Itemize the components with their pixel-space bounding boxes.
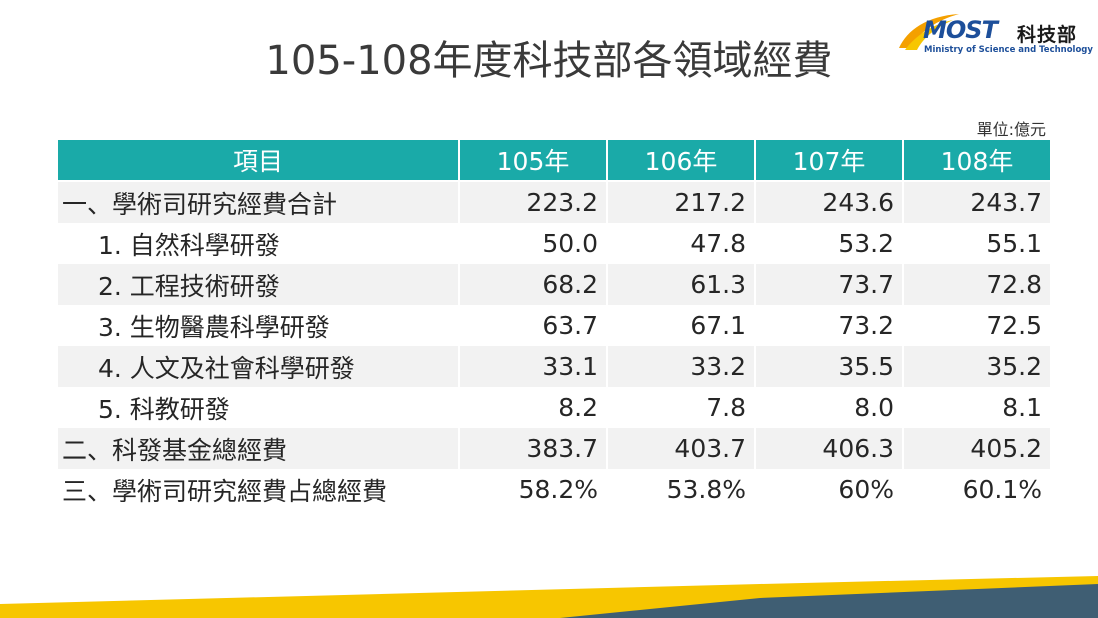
column-header-105: 105年 xyxy=(460,140,606,182)
cell-value: 63.7 xyxy=(542,311,598,340)
table-row: 三、學術司研究經費占總經費 58.2% 53.8% 60% 60.1% xyxy=(58,469,1050,510)
cell-value: 68.2 xyxy=(460,264,606,305)
cell-value: 8.1 xyxy=(1002,393,1042,422)
cell-value: 53.2 xyxy=(838,229,894,258)
row-label: 4. 人文及社會科學研發 xyxy=(58,346,458,387)
cell-value: 243.7 xyxy=(904,182,1050,223)
cell-value: 58.2% xyxy=(518,475,598,504)
cell-value: 35.5 xyxy=(756,346,902,387)
cell-value: 72.8 xyxy=(904,264,1050,305)
cell-value: 403.7 xyxy=(608,428,754,469)
logo-swoosh-icon xyxy=(899,14,959,50)
table-header-row: 項目 105年 106年 107年 108年 xyxy=(58,140,1050,182)
cell-value: 72.5 xyxy=(986,311,1042,340)
column-header-108: 108年 xyxy=(904,140,1050,182)
column-header-106: 106年 xyxy=(608,140,754,182)
cell-value: 7.8 xyxy=(706,393,746,422)
page-title: 105-108年度科技部各領域經費 xyxy=(265,38,833,84)
budget-table: 項目 105年 106年 107年 108年 一、學術司研究經費合計 223.2… xyxy=(56,140,1052,510)
footer-decorative-bands xyxy=(0,576,1098,618)
cell-value: 53.8% xyxy=(666,475,746,504)
cell-value: 60.1% xyxy=(962,475,1042,504)
row-label: 一、學術司研究經費合計 xyxy=(58,182,458,223)
cell-value: 406.3 xyxy=(756,428,902,469)
cell-value: 383.7 xyxy=(460,428,606,469)
table-row: 1. 自然科學研發 50.0 47.8 53.2 55.1 xyxy=(58,223,1050,264)
cell-value: 35.2 xyxy=(904,346,1050,387)
column-header-item: 項目 xyxy=(58,140,458,182)
cell-value: 73.7 xyxy=(756,264,902,305)
cell-value: 33.1 xyxy=(460,346,606,387)
table-row: 5. 科教研發 8.2 7.8 8.0 8.1 xyxy=(58,387,1050,428)
row-label: 二、科發基金總經費 xyxy=(58,428,458,469)
cell-value: 60% xyxy=(838,475,894,504)
cell-value: 50.0 xyxy=(542,229,598,258)
cell-value: 223.2 xyxy=(460,182,606,223)
row-label: 3. 生物醫農科學研發 xyxy=(98,312,330,342)
table-row: 3. 生物醫農科學研發 63.7 67.1 73.2 72.5 xyxy=(58,305,1050,346)
logo-name-zh: 科技部 xyxy=(1017,24,1078,46)
most-logo: MOST 科技部 Ministry of Science and Technol… xyxy=(893,8,1093,60)
cell-value: 47.8 xyxy=(690,229,746,258)
cell-value: 73.2 xyxy=(838,311,894,340)
logo-name-en: Ministry of Science and Technology xyxy=(924,45,1093,55)
cell-value: 61.3 xyxy=(608,264,754,305)
logo-brand-text: MOST xyxy=(923,16,998,44)
cell-value: 8.0 xyxy=(854,393,894,422)
row-label: 1. 自然科學研發 xyxy=(98,230,280,260)
table-row: 4. 人文及社會科學研發 33.1 33.2 35.5 35.2 xyxy=(58,346,1050,387)
cell-value: 8.2 xyxy=(558,393,598,422)
cell-value: 217.2 xyxy=(608,182,754,223)
row-label: 2. 工程技術研發 xyxy=(58,264,458,305)
cell-value: 33.2 xyxy=(608,346,754,387)
table-row: 二、科發基金總經費 383.7 403.7 406.3 405.2 xyxy=(58,428,1050,469)
row-label: 5. 科教研發 xyxy=(98,394,230,424)
cell-value: 55.1 xyxy=(986,229,1042,258)
cell-value: 67.1 xyxy=(690,311,746,340)
row-label: 三、學術司研究經費占總經費 xyxy=(62,476,388,506)
table-row: 一、學術司研究經費合計 223.2 217.2 243.6 243.7 xyxy=(58,182,1050,223)
cell-value: 243.6 xyxy=(756,182,902,223)
column-header-107: 107年 xyxy=(756,140,902,182)
table-row: 2. 工程技術研發 68.2 61.3 73.7 72.8 xyxy=(58,264,1050,305)
unit-label: 單位:億元 xyxy=(976,120,1046,139)
cell-value: 405.2 xyxy=(904,428,1050,469)
